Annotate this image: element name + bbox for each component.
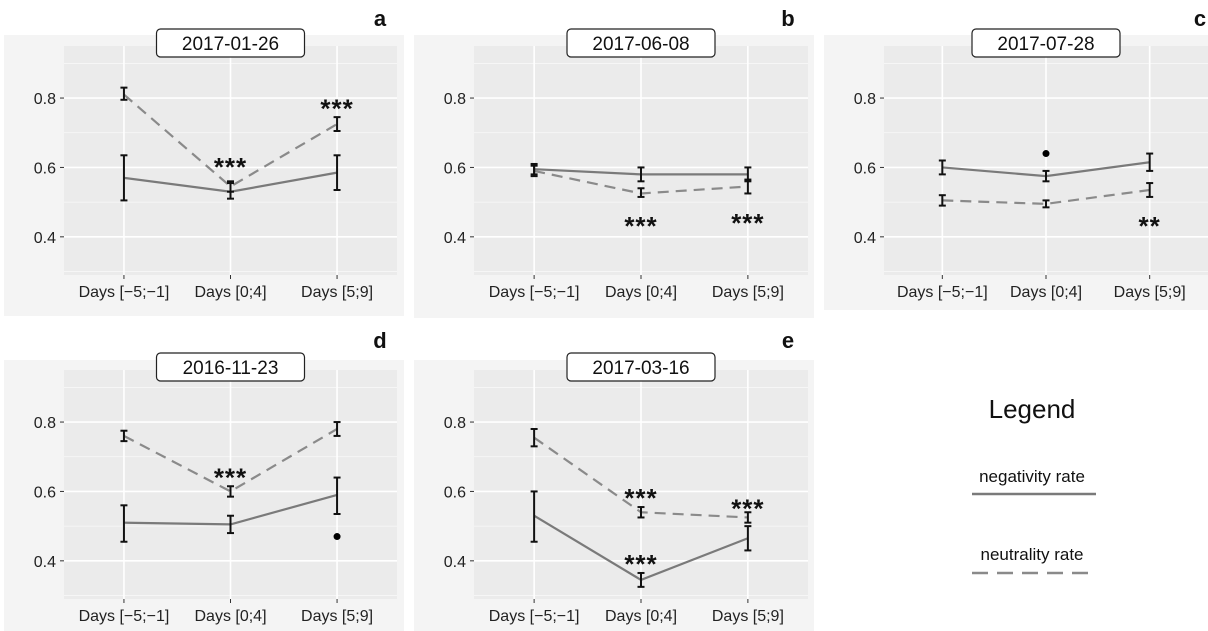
significance-marker: *** — [624, 211, 657, 241]
panel-letter: d — [373, 328, 386, 353]
x-tick-label: Days [−5;−1] — [79, 608, 170, 625]
legend-entry-label: neutrality rate — [981, 545, 1084, 564]
panel-title: 2017-01-26 — [182, 34, 279, 55]
chart-panel-a: 0.4 0.6 0.8 Days [−5;−1] Days [0;4] Days [5;9… — [4, 6, 404, 316]
y-tick-label: 0.4 — [854, 230, 876, 247]
y-tick-label: 0.8 — [854, 91, 876, 108]
panel-title: 2016-11-23 — [183, 358, 279, 379]
significance-marker: *** — [214, 152, 247, 182]
x-tick-label: Days [5;9] — [301, 608, 373, 625]
panel-title-box — [155, 352, 306, 382]
legend: Legend negativity rate neutrality rate — [972, 394, 1096, 575]
chart-panel-d: 0.4 0.6 0.8 Days [−5;−1] Days [0;4] Days [5;9… — [4, 328, 404, 631]
x-tick-label: Days [−5;−1] — [79, 284, 170, 301]
outlier-point — [1042, 150, 1050, 158]
x-tick-label: Days [0;4] — [194, 284, 266, 301]
y-tick-label: 0.6 — [444, 484, 466, 501]
y-tick-label: 0.8 — [34, 415, 56, 432]
panel-title: 2017-07-28 — [997, 34, 1094, 55]
panel-letter: a — [374, 6, 387, 31]
x-tick-label: Days [0;4] — [605, 608, 677, 625]
significance-marker: *** — [624, 549, 657, 579]
neutrality-line — [123, 428, 338, 493]
y-tick-label: 0.8 — [444, 91, 466, 108]
neutrality-line — [123, 93, 338, 188]
panel-title: 2017-06-08 — [592, 34, 689, 55]
y-tick-label: 0.6 — [854, 160, 876, 177]
x-tick-label: Days [0;4] — [1010, 284, 1082, 301]
chart-panel-e: 0.4 0.6 0.8 Days [−5;−1] Days [0;4] Days [5;9… — [414, 328, 814, 631]
x-tick-label: Days [−5;−1] — [489, 284, 580, 301]
significance-marker: *** — [320, 93, 353, 123]
y-tick-label: 0.6 — [34, 484, 56, 501]
legend-entry-label: negativity rate — [979, 467, 1085, 486]
y-tick-label: 0.4 — [444, 230, 466, 247]
significance-marker: *** — [731, 494, 764, 524]
outlier-point — [333, 533, 341, 541]
y-tick-label: 0.4 — [444, 554, 466, 571]
x-tick-label: Days [−5;−1] — [489, 608, 580, 625]
significance-marker: *** — [214, 462, 247, 492]
x-tick-label: Days [−5;−1] — [897, 284, 988, 301]
significance-marker: *** — [731, 208, 764, 238]
y-tick-label: 0.4 — [34, 230, 56, 247]
y-tick-label: 0.6 — [34, 160, 56, 177]
panel-title: 2017-03-16 — [592, 358, 689, 379]
panel-letter: c — [1194, 6, 1206, 31]
significance-marker: ** — [1139, 211, 1161, 241]
x-tick-label: Days [0;4] — [194, 608, 266, 625]
significance-marker: *** — [624, 483, 657, 513]
y-tick-label: 0.4 — [34, 554, 56, 571]
legend-title: Legend — [989, 394, 1076, 424]
x-tick-label: Days [5;9] — [301, 284, 373, 301]
panel-title-box — [155, 28, 306, 58]
y-tick-label: 0.8 — [444, 415, 466, 432]
x-tick-label: Days [0;4] — [605, 284, 677, 301]
y-tick-label: 0.6 — [444, 160, 466, 177]
chart-panels: 0.4 0.6 0.8 Days [−5;−1] Days [0;4] Days [5;9… — [4, 6, 1208, 631]
panel-letter: e — [782, 328, 794, 353]
panel-letter: b — [781, 6, 794, 31]
x-tick-label: Days [5;9] — [712, 608, 784, 625]
chart-panel-c: 0.4 0.6 0.8 Days [−5;−1] Days [0;4] Days [5;9… — [824, 6, 1208, 310]
panel-title-box — [971, 28, 1121, 58]
y-tick-label: 0.8 — [34, 91, 56, 108]
panel-title-box — [566, 28, 716, 58]
panel-title-box — [566, 352, 716, 382]
chart-panel-b: 0.4 0.6 0.8 Days [−5;−1] Days [0;4] Days [5;9… — [414, 6, 814, 318]
x-tick-label: Days [5;9] — [1114, 284, 1186, 301]
x-tick-label: Days [5;9] — [712, 284, 784, 301]
